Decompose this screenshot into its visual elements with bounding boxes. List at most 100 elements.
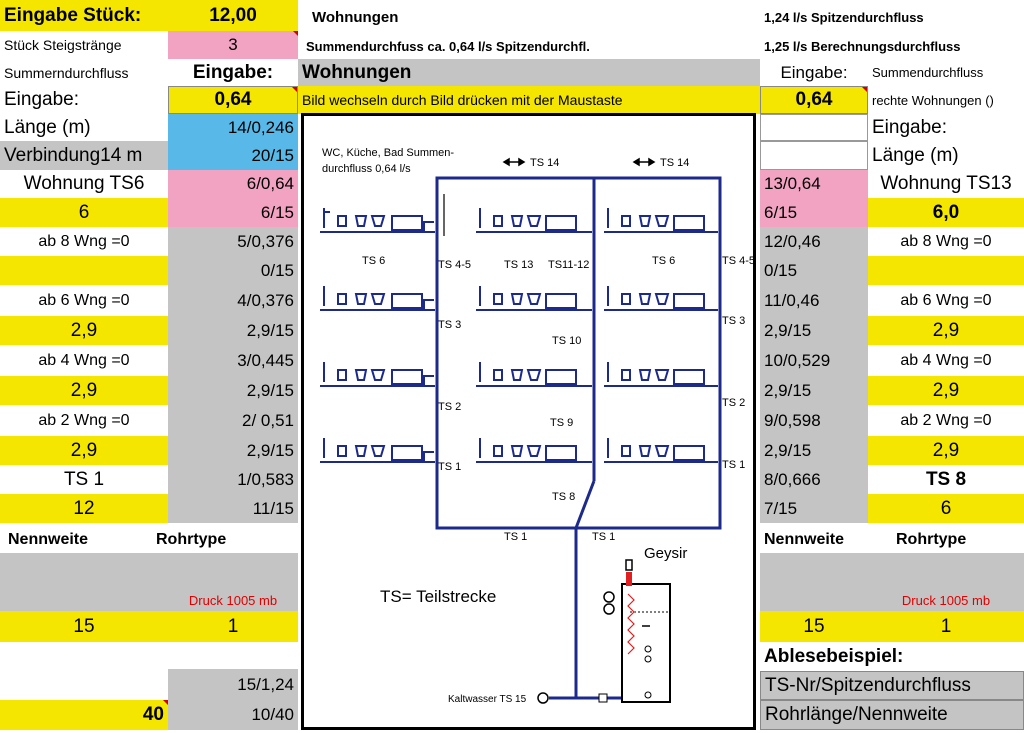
right-n7-value: 7/15 xyxy=(760,494,868,523)
label-ts1-left: TS 1 xyxy=(438,461,461,473)
ab6b-value: 2,9/15 xyxy=(168,316,298,345)
ab8-label: ab 8 Wng =0 xyxy=(0,227,168,256)
diagram-frame[interactable]: WC, Küche, Bad Summen- durchfluss 0,64 l… xyxy=(301,113,756,730)
right-nennweite-header: Nennweite xyxy=(760,526,890,553)
arrow-ts14-a xyxy=(502,157,526,167)
right-rohrtype-header: Rohrtype xyxy=(890,526,1024,553)
unit-left-row3 xyxy=(320,362,435,387)
laenge-value: 14/0,246 xyxy=(168,114,298,141)
bottom1-value: 15/1,24 xyxy=(168,669,298,700)
verbindung-label: Verbindung14 m xyxy=(0,141,168,170)
arrow-ts14-b xyxy=(632,157,656,167)
ab6-input[interactable]: 2,9 xyxy=(0,316,168,345)
ab4-value: 3/0,445 xyxy=(168,345,298,376)
label-ts1-right: TS 1 xyxy=(722,459,745,471)
ts-nr-example: TS-Nr/Spitzendurchfluss xyxy=(760,671,1024,700)
right-eingabe-header: Eingabe: xyxy=(760,59,868,86)
rohr-left-value[interactable]: 1 xyxy=(168,611,298,642)
label-ts14-a: TS 14 xyxy=(530,157,559,169)
ablesebeispiel-title: Ablesebeispiel: xyxy=(760,642,1024,671)
right-ab2b-value: 2,9/15 xyxy=(760,436,868,465)
ab2-value: 2/ 0,51 xyxy=(168,405,298,436)
left-blank-row xyxy=(0,642,298,669)
ab4-input[interactable]: 2,9 xyxy=(0,376,168,405)
ab6-label: ab 6 Wng =0 xyxy=(0,285,168,316)
right-row6-value: 6/15 xyxy=(760,198,868,227)
ab4b-value: 2,9/15 xyxy=(168,376,298,405)
stueck-steigstraenge-label: Stück Steigstränge xyxy=(0,31,168,59)
ab8-input[interactable] xyxy=(0,256,168,285)
eingabe-header: Eingabe: xyxy=(168,59,298,86)
label-ts2-left: TS 2 xyxy=(438,401,461,413)
stueck-steigstraenge-input[interactable]: 3 xyxy=(168,31,298,59)
geysir-label: Geysir xyxy=(644,545,687,562)
right-ab8b-value: 0/15 xyxy=(760,256,868,285)
bottom2-value: 10/40 xyxy=(168,700,298,730)
eingabe-input[interactable]: 0,64 xyxy=(168,86,298,114)
right-ab4-value: 10/0,529 xyxy=(760,345,868,376)
right-ab6-label: ab 6 Wng =0 xyxy=(868,285,1024,316)
unit-left-row2 xyxy=(320,286,435,311)
nenn-right-value[interactable]: 15 xyxy=(760,611,868,642)
unit-left-row1 xyxy=(320,208,435,233)
unit-right-row1 xyxy=(604,208,718,233)
left-gray-block xyxy=(0,553,298,611)
kaltwasser-label: Kaltwasser TS 15 xyxy=(448,694,527,705)
label-ts2-right: TS 2 xyxy=(722,397,745,409)
right-ab2-value: 9/0,598 xyxy=(760,405,868,436)
right-row6-label[interactable]: 6,0 xyxy=(868,198,1024,227)
unit-mid-row3 xyxy=(476,362,592,387)
ab2-input[interactable]: 2,9 xyxy=(0,436,168,465)
right-ab4-label: ab 4 Wng =0 xyxy=(868,345,1024,376)
label-ts8: TS 8 xyxy=(552,491,575,503)
rohrlaenge-example: Rohrlänge/Nennweite xyxy=(760,700,1024,730)
label-ts14-b: TS 14 xyxy=(660,157,689,169)
wohnung-ts6-value: 6/0,64 xyxy=(168,170,298,198)
rechte-label: rechte Wohnungen () xyxy=(868,86,1024,114)
right-gray-block xyxy=(760,553,1024,611)
nenn-left-value[interactable]: 15 xyxy=(0,611,168,642)
note-line1: WC, Küche, Bad Summen- xyxy=(322,147,454,159)
bottom2-input[interactable]: 40 xyxy=(0,700,168,730)
summen-label: Summerndurchfluss xyxy=(0,59,168,86)
unit-right-row4 xyxy=(604,438,718,463)
ab4-label: ab 4 Wng =0 xyxy=(0,345,168,376)
n12-value: 11/15 xyxy=(168,494,298,523)
right-verbindung-value xyxy=(760,141,868,170)
right-ab8-label: ab 8 Wng =0 xyxy=(868,227,1024,256)
right-n7-label[interactable]: 6 xyxy=(868,494,1024,523)
right-ts8-label: TS 8 xyxy=(868,465,1024,494)
unit-mid-row1 xyxy=(476,208,592,233)
spitzen-text: 1,24 l/s Spitzendurchfluss xyxy=(760,4,1024,30)
right-ts8-value: 8/0,666 xyxy=(760,465,868,494)
right-ab6-input[interactable]: 2,9 xyxy=(868,316,1024,345)
wohnungen-title: Wohnungen xyxy=(302,4,752,30)
right-ab4-input[interactable]: 2,9 xyxy=(868,376,1024,405)
right-ab8-input[interactable] xyxy=(868,256,1024,285)
summen-text: Summendurchfuss ca. 0,64 l/s Spitzendurc… xyxy=(302,33,758,59)
right-ab6b-value: 2,9/15 xyxy=(760,316,868,345)
right-ab2-input[interactable]: 2,9 xyxy=(868,436,1024,465)
label-ts13: TS 13 xyxy=(504,259,533,271)
n12-label: 12 xyxy=(0,494,168,523)
eingabe-label: Eingabe: xyxy=(0,86,168,114)
instruction-text: Bild wechseln durch Bild drücken mit der… xyxy=(298,86,760,114)
unit-mid-row2 xyxy=(476,286,592,311)
ab2b-value: 2,9/15 xyxy=(168,436,298,465)
ab6-value: 4/0,376 xyxy=(168,285,298,316)
right-ab8-value: 12/0,46 xyxy=(760,227,868,256)
unit-left-row4 xyxy=(320,438,435,463)
right-eingabe-input[interactable]: 0,64 xyxy=(760,86,868,114)
rohr-right-value[interactable]: 1 xyxy=(868,611,1024,642)
right-laenge-label: Länge (m) xyxy=(868,141,1024,170)
row6-label: 6 xyxy=(0,198,168,227)
eingabe-stueck-input[interactable]: 12,00 xyxy=(168,0,298,31)
right-wohnung-value: 13/0,64 xyxy=(760,170,868,198)
label-ts45-left: TS 4-5 xyxy=(438,259,471,271)
bottom1-label xyxy=(0,669,168,700)
unit-mid-row4 xyxy=(476,438,592,463)
label-ts1112: TS11-12 xyxy=(548,259,589,271)
geysir-tank xyxy=(537,559,671,704)
laenge-label: Länge (m) xyxy=(0,114,168,141)
note-line2: durchfluss 0,64 l/s xyxy=(322,163,411,175)
